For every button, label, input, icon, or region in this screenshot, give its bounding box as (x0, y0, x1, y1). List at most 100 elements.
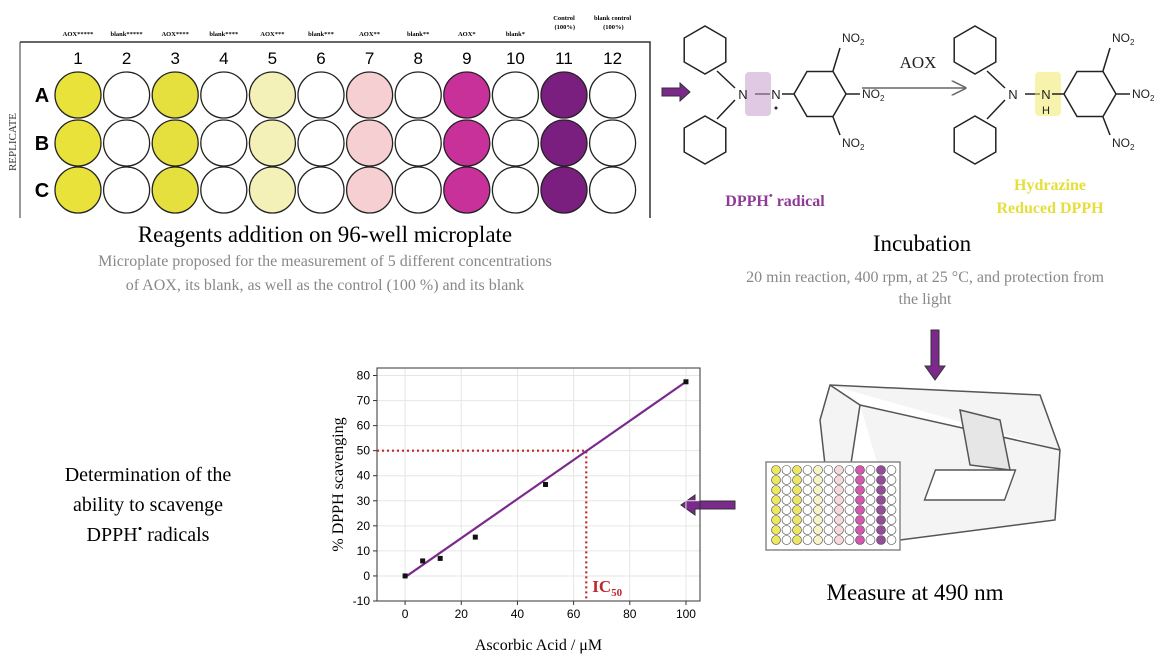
data-point (472, 534, 478, 540)
well (54, 119, 102, 167)
nitro-label: NO2 (842, 136, 865, 152)
mini-well (886, 515, 897, 525)
nitro-label: NO2 (862, 87, 885, 103)
bond (1052, 47, 1130, 136)
mini-well (855, 495, 865, 505)
column-number: 5 (268, 49, 277, 68)
well (345, 71, 394, 119)
column-number: 3 (170, 49, 179, 68)
ring (953, 115, 997, 165)
highlight (745, 72, 771, 116)
mini-well (802, 495, 813, 505)
well (394, 71, 442, 119)
x-tick-label: 100 (676, 607, 696, 621)
mini-well (886, 495, 897, 505)
column-number: 8 (413, 49, 422, 68)
mini-well (813, 485, 823, 495)
mini-well (876, 525, 886, 535)
y-tick-label: 20 (357, 519, 371, 533)
column-header: AOX** (359, 31, 380, 38)
mini-well (823, 475, 834, 485)
y-tick-label: 80 (357, 369, 371, 383)
mini-well (771, 465, 781, 475)
well (588, 119, 637, 167)
determination-text: ability to scavenge (73, 494, 223, 516)
mini-well (813, 475, 823, 485)
well (102, 71, 151, 119)
mini-well (792, 515, 802, 525)
replicate-label: REPLICATE (7, 113, 19, 171)
mini-well (813, 495, 823, 505)
well (54, 166, 102, 214)
mini-well (865, 475, 876, 485)
mini-well (802, 535, 813, 545)
mini-well (771, 485, 781, 495)
well (297, 71, 345, 119)
column-header: blank control (100%) (594, 15, 631, 31)
well (540, 119, 588, 167)
mini-well (834, 475, 844, 485)
x-tick-label: 60 (567, 607, 581, 621)
fit-line (404, 380, 687, 579)
well (200, 119, 248, 167)
mini-well (823, 485, 834, 495)
mini-well (855, 465, 865, 475)
mini-well (781, 475, 792, 485)
column-number: 4 (219, 49, 228, 68)
data-point (420, 558, 426, 564)
data-point (543, 482, 549, 487)
mini-well (802, 505, 813, 515)
mini-well (792, 475, 802, 485)
ring (953, 25, 997, 75)
mini-well (813, 515, 823, 525)
column-number: 11 (555, 49, 573, 68)
well (200, 71, 248, 119)
mini-well (834, 505, 844, 515)
well (394, 119, 442, 167)
row-label: C (35, 180, 49, 202)
arrow-label: AOX (900, 53, 937, 72)
radical-dot (774, 106, 778, 110)
y-tick-label: -10 (353, 594, 371, 608)
mini-well (844, 525, 855, 535)
column-number: 6 (316, 49, 325, 68)
well (248, 71, 297, 119)
column-header: blank***** (111, 31, 143, 38)
atom-label: N (738, 87, 747, 102)
mini-well (844, 535, 855, 545)
mini-well (792, 495, 802, 505)
mini-well (771, 515, 781, 525)
mini-well (771, 495, 781, 505)
mini-well (781, 535, 792, 545)
data-point (683, 379, 689, 385)
mini-well (844, 505, 855, 515)
determination-text: DPPH• radicals (87, 521, 210, 546)
mini-well (886, 535, 897, 545)
plot-frame (376, 367, 701, 602)
y-tick-label: 10 (357, 544, 371, 558)
mini-well (802, 465, 813, 475)
plate-title: Reagents addition on 96-well microplate (138, 222, 512, 247)
well (297, 166, 345, 214)
mini-well (771, 505, 781, 515)
mini-well (855, 485, 865, 495)
well (540, 166, 588, 214)
y-tick-label: 0 (363, 569, 370, 583)
well (588, 166, 637, 214)
well (588, 71, 637, 119)
ring (683, 115, 727, 165)
mini-well (823, 515, 834, 525)
mini-well (834, 525, 844, 535)
ic50-label: IC50 (592, 577, 622, 599)
bond (782, 47, 860, 136)
mini-well (771, 475, 781, 485)
mini-well (865, 505, 876, 515)
nitro-label: NO2 (1112, 31, 1135, 47)
mini-well (855, 535, 865, 545)
y-axis-label: % DPPH scavenging (330, 417, 347, 551)
column-header: blank*** (308, 31, 334, 38)
incubation-description: 20 min reaction, 400 rpm, at 25 °C, and … (746, 269, 1104, 286)
mini-well (865, 485, 876, 495)
well (345, 119, 394, 167)
plate-description: of AOX, its blank, as well as the contro… (126, 277, 525, 294)
